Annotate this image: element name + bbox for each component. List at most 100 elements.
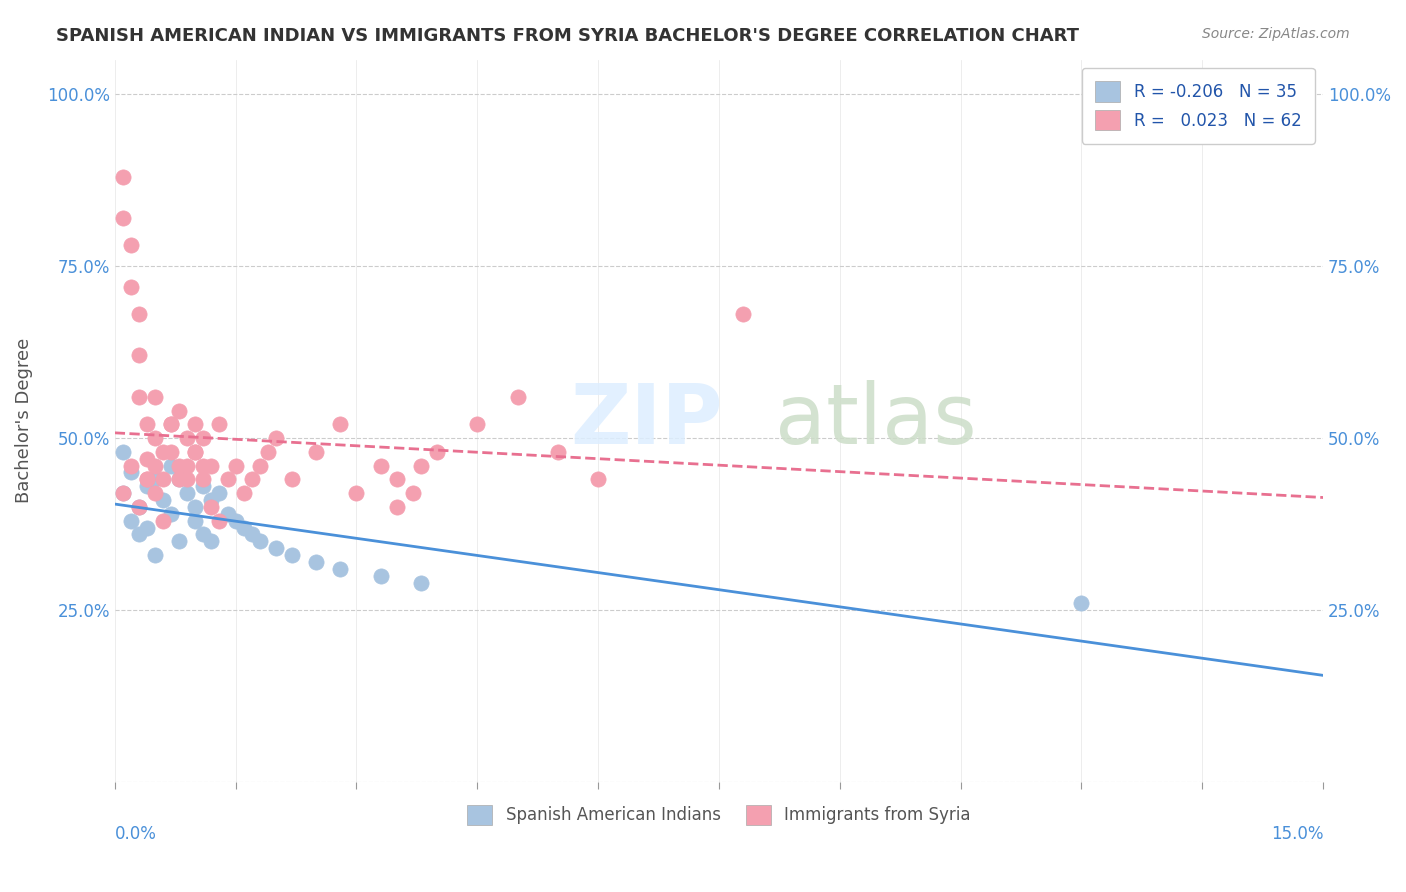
Text: SPANISH AMERICAN INDIAN VS IMMIGRANTS FROM SYRIA BACHELOR'S DEGREE CORRELATION C: SPANISH AMERICAN INDIAN VS IMMIGRANTS FR… xyxy=(56,27,1080,45)
Point xyxy=(409,575,432,590)
Point xyxy=(176,458,198,473)
Point xyxy=(193,431,215,445)
Y-axis label: Bachelor's Degree: Bachelor's Degree xyxy=(15,338,32,503)
Point xyxy=(385,472,408,486)
Point xyxy=(586,472,609,486)
Point xyxy=(232,520,254,534)
Point xyxy=(136,417,159,432)
Point xyxy=(136,451,159,466)
Point xyxy=(200,458,222,473)
Point xyxy=(160,458,183,473)
Point xyxy=(167,403,190,417)
Point xyxy=(184,445,207,459)
Text: ZIP: ZIP xyxy=(571,380,723,461)
Point xyxy=(240,527,263,541)
Point xyxy=(208,486,231,500)
Point xyxy=(143,431,166,445)
Point xyxy=(152,445,174,459)
Point xyxy=(167,458,190,473)
Point xyxy=(120,514,142,528)
Point xyxy=(208,514,231,528)
Point xyxy=(128,349,150,363)
Point xyxy=(152,493,174,508)
Point xyxy=(249,458,271,473)
Point xyxy=(217,472,239,486)
Point xyxy=(426,445,449,459)
Point xyxy=(120,279,142,293)
Point xyxy=(240,472,263,486)
Point xyxy=(208,417,231,432)
Text: Source: ZipAtlas.com: Source: ZipAtlas.com xyxy=(1202,27,1350,41)
Point xyxy=(200,534,222,549)
Point xyxy=(111,169,134,184)
Point xyxy=(193,458,215,473)
Point xyxy=(143,458,166,473)
Point xyxy=(184,514,207,528)
Point xyxy=(281,548,304,562)
Point xyxy=(346,486,368,500)
Point xyxy=(329,562,352,576)
Point xyxy=(402,486,425,500)
Point xyxy=(176,472,198,486)
Point xyxy=(143,486,166,500)
Point xyxy=(167,534,190,549)
Point xyxy=(136,472,159,486)
Point xyxy=(176,486,198,500)
Point xyxy=(256,445,278,459)
Point xyxy=(136,472,159,486)
Point xyxy=(1070,596,1092,610)
Point xyxy=(111,486,134,500)
Point xyxy=(547,445,569,459)
Text: 0.0%: 0.0% xyxy=(115,825,156,844)
Point xyxy=(305,555,328,569)
Point xyxy=(193,527,215,541)
Point xyxy=(329,417,352,432)
Point xyxy=(111,486,134,500)
Point xyxy=(152,472,174,486)
Point xyxy=(385,500,408,514)
Point xyxy=(128,390,150,404)
Point xyxy=(167,472,190,486)
Point xyxy=(370,568,392,582)
Point xyxy=(160,417,183,432)
Point xyxy=(200,500,222,514)
Point xyxy=(160,445,183,459)
Point xyxy=(120,238,142,252)
Point xyxy=(305,445,328,459)
Point xyxy=(264,431,287,445)
Point xyxy=(217,507,239,521)
Point xyxy=(143,390,166,404)
Point xyxy=(167,472,190,486)
Point xyxy=(232,486,254,500)
Point xyxy=(465,417,488,432)
Point xyxy=(111,445,134,459)
Point xyxy=(152,514,174,528)
Point xyxy=(506,390,529,404)
Point xyxy=(128,500,150,514)
Point xyxy=(193,472,215,486)
Text: 15.0%: 15.0% xyxy=(1271,825,1323,844)
Point xyxy=(281,472,304,486)
Point xyxy=(264,541,287,556)
Point xyxy=(128,500,150,514)
Point xyxy=(136,520,159,534)
Point xyxy=(733,307,755,321)
Point xyxy=(160,417,183,432)
Point xyxy=(160,507,183,521)
Point xyxy=(184,417,207,432)
Point xyxy=(128,527,150,541)
Point xyxy=(176,431,198,445)
Point xyxy=(136,479,159,493)
Point xyxy=(111,211,134,225)
Point xyxy=(120,466,142,480)
Point xyxy=(193,479,215,493)
Point xyxy=(184,445,207,459)
Text: atlas: atlas xyxy=(775,380,977,461)
Point xyxy=(409,458,432,473)
Point xyxy=(370,458,392,473)
Legend: Spanish American Indians, Immigrants from Syria: Spanish American Indians, Immigrants fro… xyxy=(461,798,977,831)
Point xyxy=(249,534,271,549)
Point xyxy=(128,307,150,321)
Point xyxy=(143,472,166,486)
Point xyxy=(200,493,222,508)
